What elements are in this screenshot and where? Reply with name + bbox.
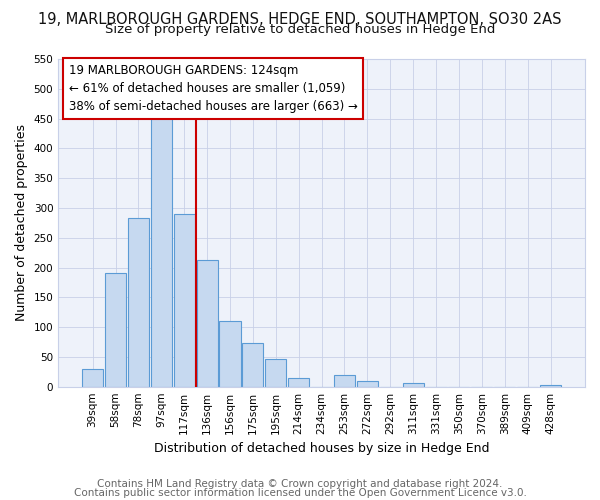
Bar <box>82 369 103 386</box>
Bar <box>288 378 309 386</box>
Y-axis label: Number of detached properties: Number of detached properties <box>15 124 28 322</box>
Text: Contains HM Land Registry data © Crown copyright and database right 2024.: Contains HM Land Registry data © Crown c… <box>97 479 503 489</box>
Bar <box>265 360 286 386</box>
Text: Size of property relative to detached houses in Hedge End: Size of property relative to detached ho… <box>105 22 495 36</box>
Text: 19, MARLBOROUGH GARDENS, HEDGE END, SOUTHAMPTON, SO30 2AS: 19, MARLBOROUGH GARDENS, HEDGE END, SOUT… <box>38 12 562 28</box>
Bar <box>334 375 355 386</box>
Bar <box>403 383 424 386</box>
Bar <box>197 260 218 386</box>
X-axis label: Distribution of detached houses by size in Hedge End: Distribution of detached houses by size … <box>154 442 490 455</box>
Bar <box>242 342 263 386</box>
Bar <box>540 385 561 386</box>
Bar <box>220 321 241 386</box>
Bar <box>173 214 195 386</box>
Bar <box>128 218 149 386</box>
Bar <box>357 380 378 386</box>
Bar <box>105 274 126 386</box>
Bar <box>151 115 172 386</box>
Text: 19 MARLBOROUGH GARDENS: 124sqm
← 61% of detached houses are smaller (1,059)
38% : 19 MARLBOROUGH GARDENS: 124sqm ← 61% of … <box>69 64 358 113</box>
Text: Contains public sector information licensed under the Open Government Licence v3: Contains public sector information licen… <box>74 488 526 498</box>
